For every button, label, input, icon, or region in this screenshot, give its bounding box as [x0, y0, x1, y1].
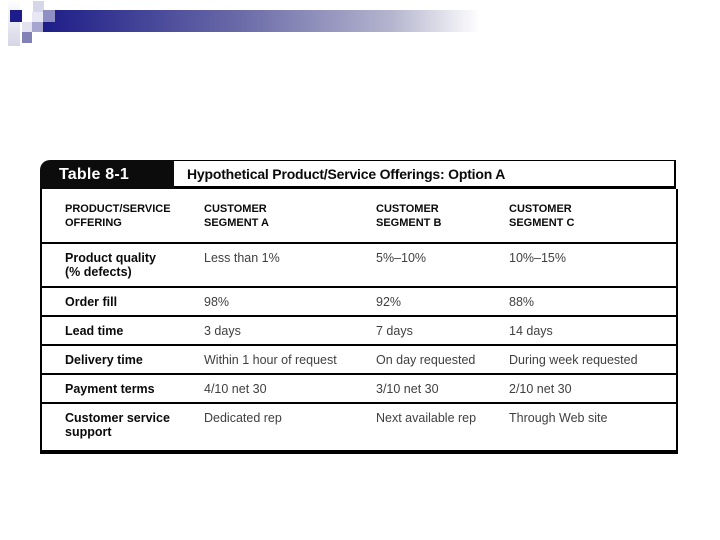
row-label: Delivery time — [65, 352, 143, 367]
vertical-gradient-bar-icon — [8, 0, 20, 46]
table-row: Delivery time Within 1 hour of request O… — [41, 345, 677, 374]
table-header-row: PRODUCT/SERVICE OFFERING CUSTOMER SEGMEN… — [41, 189, 677, 244]
horizontal-gradient-banner-icon — [43, 10, 480, 32]
table-title-row: Table 8-1 Hypothetical Product/Service O… — [40, 160, 676, 189]
mosaic-square-icon — [32, 22, 43, 32]
row-label: Lead time — [65, 323, 124, 338]
column-header-offering: PRODUCT/SERVICE OFFERING — [41, 189, 204, 244]
table-row: Customer service support Dedicated rep N… — [41, 403, 677, 452]
cell-value: Within 1 hour of request — [204, 352, 337, 367]
row-label: Customer service support — [65, 411, 170, 439]
cell-value: During week requested — [509, 352, 638, 367]
cell-value: 92% — [376, 294, 402, 309]
column-header-segment-a: CUSTOMER SEGMENT A — [204, 189, 376, 244]
cell-value: Next available rep — [376, 411, 477, 425]
cell-value: Less than 1% — [204, 251, 280, 265]
cell-value: Through Web site — [509, 411, 608, 425]
row-label: Product quality (% defects) — [65, 251, 156, 279]
table-row: Order fill 98% 92% 88% — [41, 287, 677, 316]
cell-value: 88% — [509, 294, 535, 309]
table-title: Hypothetical Product/Service Offerings: … — [174, 160, 676, 189]
mosaic-square-icon — [10, 10, 22, 22]
cell-value: 3/10 net 30 — [376, 381, 439, 396]
cell-value: 3 days — [204, 323, 241, 338]
cell-value: 4/10 net 30 — [204, 381, 267, 396]
table-row: Product quality (% defects) Less than 1%… — [41, 243, 677, 287]
mosaic-square-icon — [33, 1, 44, 12]
cell-value: 10%–15% — [509, 251, 566, 265]
column-header-segment-c: CUSTOMER SEGMENT C — [509, 189, 677, 244]
cell-value: 98% — [204, 294, 230, 309]
row-label: Order fill — [65, 294, 118, 309]
column-header-segment-b: CUSTOMER SEGMENT B — [376, 189, 509, 244]
mosaic-square-icon — [22, 22, 32, 32]
table-number-badge: Table 8-1 — [40, 160, 174, 189]
table-row: Lead time 3 days 7 days 14 days — [41, 316, 677, 345]
mosaic-square-icon — [43, 10, 55, 22]
offerings-table: PRODUCT/SERVICE OFFERING CUSTOMER SEGMEN… — [40, 189, 678, 454]
table-row: Payment terms 4/10 net 30 3/10 net 30 2/… — [41, 374, 677, 403]
cell-value: 2/10 net 30 — [509, 381, 572, 396]
cell-value: On day requested — [376, 352, 476, 367]
row-label: Payment terms — [65, 381, 155, 396]
mosaic-square-icon — [32, 12, 43, 22]
cell-value: Dedicated rep — [204, 411, 282, 425]
mosaic-square-icon — [22, 32, 32, 43]
table-8-1-block: Table 8-1 Hypothetical Product/Service O… — [40, 160, 678, 454]
cell-value: 7 days — [376, 323, 413, 338]
cell-value: 5%–10% — [376, 251, 427, 265]
cell-value: 14 days — [509, 323, 553, 338]
slide-header-decoration — [0, 0, 720, 60]
